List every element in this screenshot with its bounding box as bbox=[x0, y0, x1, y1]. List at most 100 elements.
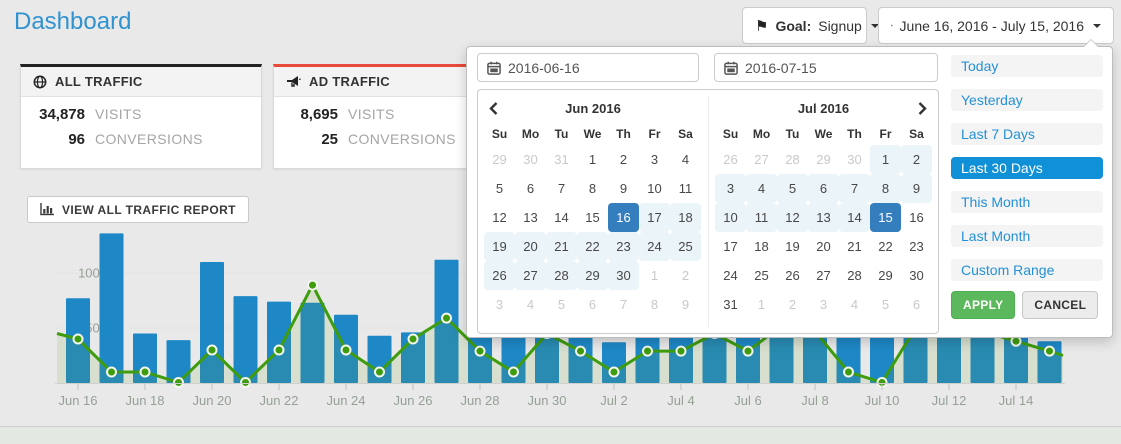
start-date-input[interactable] bbox=[508, 59, 689, 76]
preset-this-month[interactable]: This Month bbox=[951, 191, 1103, 213]
calendar-day[interactable]: 23 bbox=[909, 239, 924, 254]
calendar-day[interactable]: 6 bbox=[588, 297, 597, 312]
preset-custom-range[interactable]: Custom Range bbox=[951, 259, 1103, 281]
calendar-day[interactable]: 24 bbox=[639, 232, 670, 261]
calendar-day[interactable]: 2 bbox=[681, 268, 690, 283]
calendar-day[interactable]: 1 bbox=[650, 268, 659, 283]
calendar-day[interactable]: 18 bbox=[670, 203, 701, 232]
calendar-day[interactable]: 9 bbox=[901, 174, 932, 203]
calendar-day[interactable]: 14 bbox=[554, 210, 569, 225]
apply-button[interactable]: APPLY bbox=[951, 291, 1016, 319]
calendar-day[interactable]: 9 bbox=[619, 181, 628, 196]
calendar-day[interactable]: 7 bbox=[619, 297, 628, 312]
calendar-day[interactable]: 29 bbox=[492, 152, 507, 167]
calendar-day[interactable]: 22 bbox=[878, 239, 893, 254]
calendar-day[interactable]: 28 bbox=[847, 268, 862, 283]
calendar-day[interactable]: 3 bbox=[650, 152, 659, 167]
calendar-day[interactable]: 5 bbox=[881, 297, 890, 312]
calendar-day[interactable]: 24 bbox=[723, 268, 738, 283]
calendar-day[interactable]: 8 bbox=[870, 174, 901, 203]
calendar-day[interactable]: 5 bbox=[495, 181, 504, 196]
calendar-day[interactable]: 20 bbox=[816, 239, 831, 254]
calendar-day[interactable]: 8 bbox=[588, 181, 597, 196]
calendar-day[interactable]: 5 bbox=[777, 174, 808, 203]
goal-selector-button[interactable]: ⚑ Goal: Signup bbox=[742, 7, 879, 44]
start-date-field[interactable] bbox=[477, 53, 699, 82]
calendar-day[interactable]: 29 bbox=[878, 268, 893, 283]
calendar-day[interactable]: 28 bbox=[785, 152, 800, 167]
calendar-day[interactable]: 1 bbox=[757, 297, 766, 312]
calendar-day[interactable]: 11 bbox=[746, 203, 777, 232]
calendar-day[interactable]: 18 bbox=[754, 239, 769, 254]
calendar-day[interactable]: 10 bbox=[715, 203, 746, 232]
calendar-day[interactable]: 4 bbox=[681, 152, 690, 167]
preset-last-7-days[interactable]: Last 7 Days bbox=[951, 123, 1103, 145]
calendar-day[interactable]: 3 bbox=[495, 297, 504, 312]
calendar-day[interactable]: 30 bbox=[608, 261, 639, 290]
calendar-day[interactable]: 11 bbox=[678, 181, 693, 196]
calendar-day[interactable]: 27 bbox=[754, 152, 769, 167]
calendar-day[interactable]: 16 bbox=[909, 210, 924, 225]
calendar-day[interactable]: 31 bbox=[723, 297, 738, 312]
calendar-day[interactable]: 26 bbox=[723, 152, 738, 167]
calendar-day[interactable]: 30 bbox=[523, 152, 538, 167]
calendar-day[interactable]: 27 bbox=[816, 268, 831, 283]
calendar-day[interactable]: 15 bbox=[585, 210, 600, 225]
cancel-button[interactable]: CANCEL bbox=[1022, 291, 1099, 319]
calendar-day[interactable]: 9 bbox=[681, 297, 690, 312]
prev-month-button[interactable] bbox=[484, 98, 504, 118]
calendar-day[interactable]: 22 bbox=[577, 232, 608, 261]
calendar-day[interactable]: 1 bbox=[588, 152, 597, 167]
calendar-day[interactable]: 6 bbox=[808, 174, 839, 203]
calendar-day[interactable]: 7 bbox=[839, 174, 870, 203]
calendar-day[interactable]: 3 bbox=[819, 297, 828, 312]
calendar-day[interactable]: 2 bbox=[619, 152, 628, 167]
daterange-button[interactable]: June 16, 2016 - July 15, 2016 bbox=[878, 7, 1114, 44]
calendar-day[interactable]: 4 bbox=[850, 297, 859, 312]
calendar-day[interactable]: 28 bbox=[546, 261, 577, 290]
calendar-day[interactable]: 8 bbox=[650, 297, 659, 312]
calendar-day[interactable]: 25 bbox=[670, 232, 701, 261]
calendar-day[interactable]: 19 bbox=[484, 232, 515, 261]
calendar-day[interactable]: 1 bbox=[870, 145, 901, 174]
calendar-day[interactable]: 30 bbox=[847, 152, 862, 167]
calendar-day[interactable]: 15 bbox=[870, 203, 901, 232]
calendar-day[interactable]: 2 bbox=[788, 297, 797, 312]
calendar-day[interactable]: 26 bbox=[785, 268, 800, 283]
calendar-day[interactable]: 20 bbox=[515, 232, 546, 261]
calendar-day[interactable]: 12 bbox=[777, 203, 808, 232]
calendar-day[interactable]: 29 bbox=[816, 152, 831, 167]
preset-yesterday[interactable]: Yesterday bbox=[951, 89, 1103, 111]
view-all-traffic-report-button[interactable]: VIEW ALL TRAFFIC REPORT bbox=[27, 196, 249, 223]
calendar-day[interactable]: 14 bbox=[839, 203, 870, 232]
calendar-day[interactable]: 25 bbox=[754, 268, 769, 283]
calendar-day[interactable]: 10 bbox=[647, 181, 662, 196]
calendar-day[interactable]: 2 bbox=[901, 145, 932, 174]
calendar-day[interactable]: 6 bbox=[912, 297, 921, 312]
calendar-day[interactable]: 17 bbox=[639, 203, 670, 232]
calendar-day[interactable]: 19 bbox=[785, 239, 800, 254]
calendar-day[interactable]: 6 bbox=[526, 181, 535, 196]
calendar-day[interactable]: 5 bbox=[557, 297, 566, 312]
preset-today[interactable]: Today bbox=[951, 55, 1103, 77]
calendar-day[interactable]: 4 bbox=[526, 297, 535, 312]
calendar-day[interactable]: 17 bbox=[723, 239, 738, 254]
calendar-day[interactable]: 26 bbox=[484, 261, 515, 290]
calendar-day[interactable]: 21 bbox=[546, 232, 577, 261]
calendar-day[interactable]: 23 bbox=[608, 232, 639, 261]
calendar-day[interactable]: 13 bbox=[808, 203, 839, 232]
preset-last-month[interactable]: Last Month bbox=[951, 225, 1103, 247]
calendar-day[interactable]: 27 bbox=[515, 261, 546, 290]
calendar-day[interactable]: 4 bbox=[746, 174, 777, 203]
next-month-button[interactable] bbox=[912, 98, 932, 118]
calendar-day[interactable]: 12 bbox=[492, 210, 507, 225]
calendar-day[interactable]: 3 bbox=[715, 174, 746, 203]
calendar-day[interactable]: 13 bbox=[523, 210, 538, 225]
calendar-day[interactable]: 31 bbox=[554, 152, 569, 167]
end-date-field[interactable] bbox=[714, 53, 938, 82]
calendar-day[interactable]: 21 bbox=[847, 239, 862, 254]
calendar-day[interactable]: 29 bbox=[577, 261, 608, 290]
calendar-day[interactable]: 16 bbox=[608, 203, 639, 232]
preset-last-30-days[interactable]: Last 30 Days bbox=[951, 157, 1103, 179]
end-date-input[interactable] bbox=[745, 59, 928, 76]
